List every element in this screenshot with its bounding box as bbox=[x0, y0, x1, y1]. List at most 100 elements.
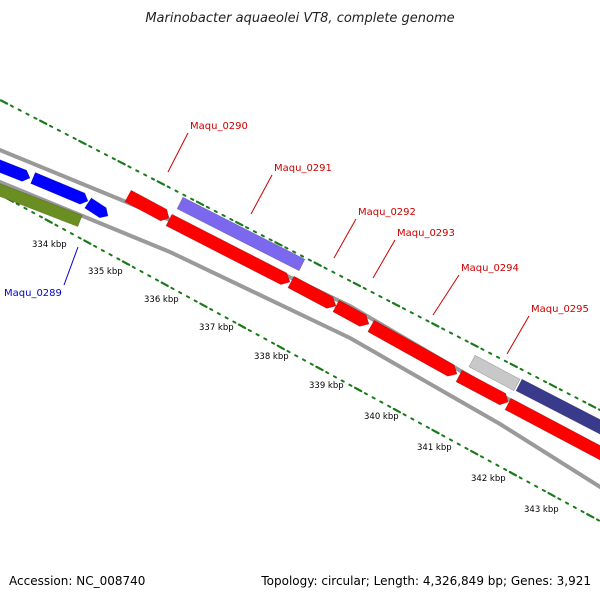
inner-minor-tick bbox=[270, 341, 276, 345]
inner-major-tick bbox=[237, 323, 247, 330]
accession-text: Accession: NC_008740 bbox=[9, 574, 146, 588]
gene-label-leader bbox=[250, 174, 273, 215]
outer-minor-tick bbox=[72, 136, 77, 141]
gene-red-0293 bbox=[332, 299, 370, 327]
outer-minor-tick bbox=[425, 319, 430, 323]
inner-minor-tick bbox=[441, 434, 446, 438]
inner-major-tick bbox=[121, 260, 131, 266]
inner-minor-tick bbox=[402, 413, 407, 417]
inner-minor-tick bbox=[541, 488, 546, 493]
outer-minor-tick bbox=[221, 213, 226, 218]
inner-minor-tick bbox=[224, 316, 229, 320]
gene-label[interactable]: Maqu_0294 bbox=[461, 263, 519, 274]
outer-minor-tick bbox=[339, 274, 344, 278]
outer-minor-tick bbox=[409, 311, 414, 315]
gene-label[interactable]: Maqu_0295 bbox=[531, 304, 589, 315]
outer-minor-tick bbox=[519, 367, 524, 372]
inner-minor-tick bbox=[216, 312, 221, 316]
outer-minor-tick bbox=[488, 351, 493, 355]
outer-minor-tick bbox=[268, 238, 273, 242]
outer-major-tick bbox=[78, 139, 87, 146]
inner-minor-tick bbox=[526, 480, 531, 484]
gene-red-0290 bbox=[124, 189, 170, 222]
scale-label: 337 kbp bbox=[199, 323, 234, 333]
inner-minor-tick bbox=[301, 358, 307, 362]
gene-label[interactable]: Maqu_0289 bbox=[4, 288, 62, 299]
inner-tick-track bbox=[5, 197, 600, 522]
outer-minor-tick bbox=[535, 376, 540, 380]
outer-major-tick bbox=[274, 241, 283, 247]
inner-major-tick bbox=[276, 344, 285, 351]
inner-major-tick bbox=[392, 407, 402, 414]
outer-minor-tick bbox=[48, 124, 54, 128]
gene-label[interactable]: Maqu_0291 bbox=[274, 163, 332, 174]
outer-tick-track bbox=[0, 99, 600, 412]
gene-labels: Maqu_0289 Maqu_0290 Maqu_0291 Maqu_0292 Maqu… bbox=[4, 121, 589, 355]
inner-minor-tick bbox=[479, 455, 485, 459]
inner-minor-tick bbox=[410, 417, 415, 421]
inner-minor-tick bbox=[108, 253, 113, 257]
outer-minor-tick bbox=[456, 335, 461, 339]
backbone-line-outer bbox=[0, 147, 600, 460]
inner-minor-tick bbox=[564, 501, 570, 505]
inner-minor-tick bbox=[93, 244, 98, 248]
outer-minor-tick bbox=[17, 108, 22, 112]
outer-minor-tick bbox=[441, 327, 446, 331]
outer-major-tick bbox=[195, 200, 205, 207]
outer-minor-tick bbox=[96, 149, 101, 153]
gene-label-leader bbox=[333, 218, 357, 259]
gene-label[interactable]: Maqu_0293 bbox=[397, 228, 455, 239]
map-title: Marinobacter aquaeolei VT8, complete gen… bbox=[145, 11, 454, 26]
gene-label[interactable]: Maqu_0292 bbox=[358, 207, 416, 218]
inner-minor-tick bbox=[503, 467, 508, 472]
outer-major-tick bbox=[352, 281, 362, 288]
outer-minor-tick bbox=[566, 392, 571, 396]
inner-major-tick bbox=[353, 386, 363, 393]
outer-minor-tick bbox=[448, 331, 454, 335]
gene-label[interactable]: Maqu_0290 bbox=[190, 121, 248, 132]
gene-red-0292 bbox=[287, 275, 337, 309]
outer-minor-tick bbox=[558, 388, 563, 392]
inner-minor-tick bbox=[456, 442, 461, 446]
outer-minor-tick bbox=[401, 307, 407, 311]
outer-minor-tick bbox=[597, 408, 600, 412]
inner-minor-tick bbox=[23, 206, 28, 210]
scale-label: 342 kbp bbox=[471, 474, 506, 484]
inner-minor-tick bbox=[332, 375, 338, 379]
backbone bbox=[0, 147, 600, 490]
outer-major-tick bbox=[509, 362, 518, 369]
scale-label: 340 kbp bbox=[364, 412, 399, 422]
outer-minor-tick bbox=[386, 299, 391, 303]
outer-minor-tick bbox=[378, 294, 383, 299]
gene-label-leader bbox=[63, 246, 79, 286]
inner-minor-tick bbox=[139, 270, 144, 274]
outer-minor-tick bbox=[503, 359, 508, 363]
outer-minor-tick bbox=[292, 250, 297, 254]
outer-minor-tick bbox=[103, 153, 109, 157]
outer-minor-tick bbox=[323, 266, 328, 270]
inner-minor-tick bbox=[147, 274, 152, 278]
gene-label-leader bbox=[506, 315, 530, 355]
inner-minor-tick bbox=[178, 291, 183, 295]
outer-minor-tick bbox=[64, 132, 69, 136]
inner-minor-tick bbox=[309, 362, 314, 366]
inner-minor-tick bbox=[286, 350, 291, 354]
inner-minor-tick bbox=[417, 421, 423, 425]
gene-olive bbox=[0, 183, 83, 227]
outer-minor-tick bbox=[346, 278, 352, 282]
outer-minor-tick bbox=[480, 347, 485, 351]
genome-summary-text: Topology: circular; Length: 4,326,849 bp… bbox=[261, 574, 591, 588]
outer-minor-tick bbox=[56, 128, 61, 132]
inner-minor-tick bbox=[263, 337, 268, 341]
outer-minor-tick bbox=[229, 217, 234, 222]
inner-minor-tick bbox=[340, 379, 345, 383]
gene-red-0295a bbox=[455, 369, 509, 406]
outer-major-tick bbox=[313, 261, 322, 267]
scale-label: 334 kbp bbox=[32, 240, 67, 250]
inner-minor-tick bbox=[232, 320, 237, 324]
outer-major-tick bbox=[235, 220, 244, 227]
gene-label-leader bbox=[167, 132, 189, 173]
gene-blue-a bbox=[0, 159, 31, 182]
inner-minor-tick bbox=[464, 446, 469, 450]
outer-major-tick bbox=[431, 322, 440, 328]
